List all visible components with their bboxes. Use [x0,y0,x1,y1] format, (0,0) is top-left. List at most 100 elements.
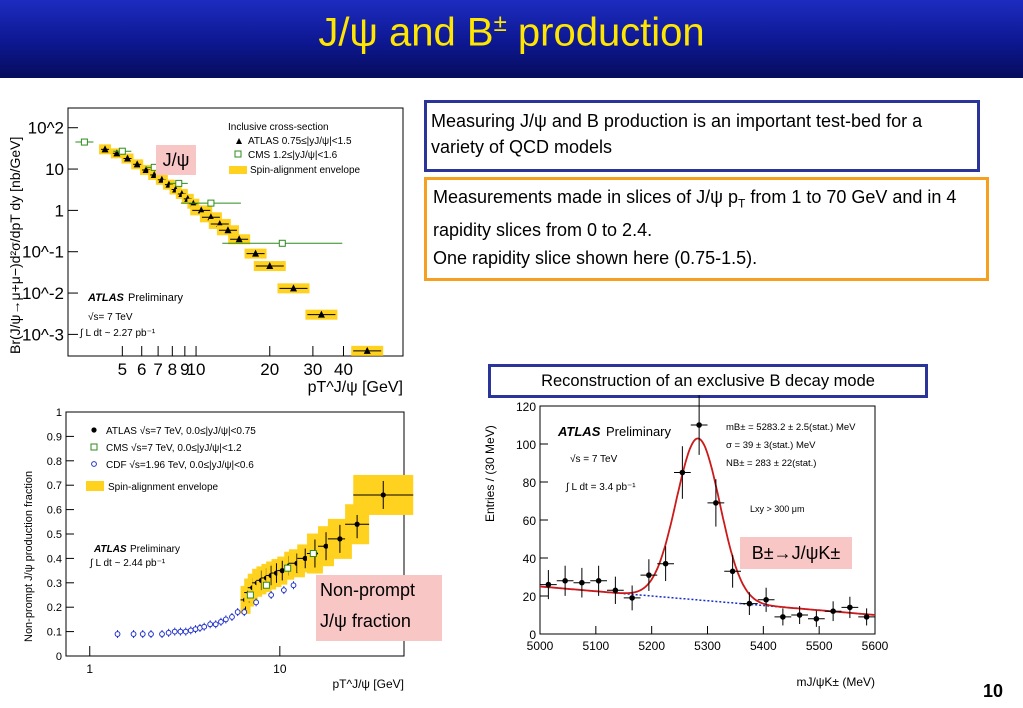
y-tick-label: 60 [523,514,537,528]
data-point [813,616,820,622]
cdf-point [290,582,297,589]
atlas-point [101,145,109,153]
cdf-point [177,628,184,635]
cdf-point [165,629,172,636]
legend-envelope: Spin-alignment envelope [250,165,361,176]
cdf-point [229,614,235,620]
atlas-point [302,555,308,561]
fit-mass: mB± = 5283.2 ± 2.5(stat.) MeV [726,422,856,433]
y-tick-label: 10^-1 [22,243,64,262]
cdf-point [234,609,241,615]
data-point [729,568,736,575]
cdf-point [182,628,189,635]
atlas-point [317,310,325,318]
cdf-point [139,631,146,637]
data-point [612,587,619,594]
y-tick-label: 0 [529,628,536,642]
atlas-point [363,346,371,354]
cms-point [309,550,317,558]
x-tick-label: 5100 [582,639,609,653]
total-fit [539,437,876,616]
y-tick-label: 20 [523,590,537,604]
atlas-point [133,160,141,168]
data-point [796,612,803,618]
y-tick-label: 0.1 [47,627,62,639]
data-point [629,595,635,601]
plot-frame [67,107,404,357]
legend-envelope-marker [229,166,247,174]
y-tick-label: 100 [516,438,536,452]
energy-label: √s= 7 TeV [88,311,133,323]
y-tick-label: 0 [56,651,62,663]
energy-label: √s = 7 TeV [570,453,618,465]
cms-point [80,138,88,146]
data-point [713,500,719,506]
y-axis-label: Br(J/ψ→μ+μ−)d²σ/dpT dy [nb/GeV] [7,137,23,354]
y-tick-label: 120 [516,400,536,414]
legend-envelope: Spin-alignment envelope [108,482,219,493]
x-tick-label: 5000 [527,639,554,653]
cdf-point [241,609,248,615]
atlas-point [266,262,274,270]
lumi-label: ∫ L dt ~ 2.44 pb⁻¹ [89,558,166,569]
jpsi-label: J/ψ [156,145,196,175]
cdf-point [201,623,208,630]
atlas-point [142,165,150,173]
atlas-point [197,206,205,214]
cdf-point [148,631,154,637]
intro-textbox: Measuring J/ψ and B production is an imp… [424,100,980,172]
measurement-textbox: Measurements made in slices of J/ψ pT fr… [424,177,989,281]
cms-point [284,564,292,572]
cdf-point [159,631,165,637]
data-point [746,600,753,607]
x-tick-label: 6 [137,360,146,379]
atlas-label: ATLAS [87,292,125,304]
preliminary-label: Preliminary [606,424,672,439]
fit-sigma: σ = 39 ± 3(stat.) MeV [726,440,816,451]
cms-point [175,179,183,187]
y-tick-label: 80 [523,476,537,490]
atlas-point [289,284,297,292]
data-point [696,422,702,428]
atlas-point [224,226,232,234]
y-tick-label: 0.6 [47,505,62,517]
y-tick-label: 0.8 [47,456,62,468]
data-point [863,614,870,620]
legend-cms-marker [234,150,242,158]
y-tick-label: 40 [523,552,537,566]
x-axis-label: pT^J/ψ [GeV] [332,677,404,691]
x-tick-label: 5500 [806,639,833,653]
legend-cdf: CDF √s=1.96 TeV, 0.0≤|yJ/ψ|<0.6 [106,459,254,471]
cdf-point [218,618,224,625]
cdf-point [207,621,214,628]
data-point [780,614,786,620]
x-tick-label: 10 [273,662,287,676]
cms-point [207,199,215,207]
y-tick-label: 0.7 [47,480,62,492]
cms-point [262,581,270,589]
data-point [579,579,585,586]
x-tick-label: 5200 [638,639,665,653]
y-tick-label: 10 [45,160,64,179]
legend-atlas-marker [236,138,242,144]
data-point [662,560,669,567]
data-point [595,578,602,584]
cdf-point [171,628,178,635]
x-tick-label: 8 [168,360,177,379]
legend-atlas: ATLAS √s=7 TeV, 0.0≤|yJ/ψ|<0.75 [106,425,256,437]
x-tick-label: 5400 [750,639,777,653]
legend-cdf-marker [91,461,97,467]
data-point [763,597,769,603]
y-tick-label: 10^-3 [22,325,64,344]
x-axis-label: pT^J/ψ [GeV] [308,379,403,396]
cdf-point [114,631,121,637]
x-tick-label: 9 [180,360,189,379]
x-tick-label: 10 [187,360,206,379]
y-tick-label: 10^2 [28,119,64,138]
x-tick-label: 30 [303,360,322,379]
atlas-label: ATLAS [557,424,601,439]
x-tick-label: 5300 [694,639,721,653]
data-point [562,578,568,584]
cdf-point [212,621,219,628]
